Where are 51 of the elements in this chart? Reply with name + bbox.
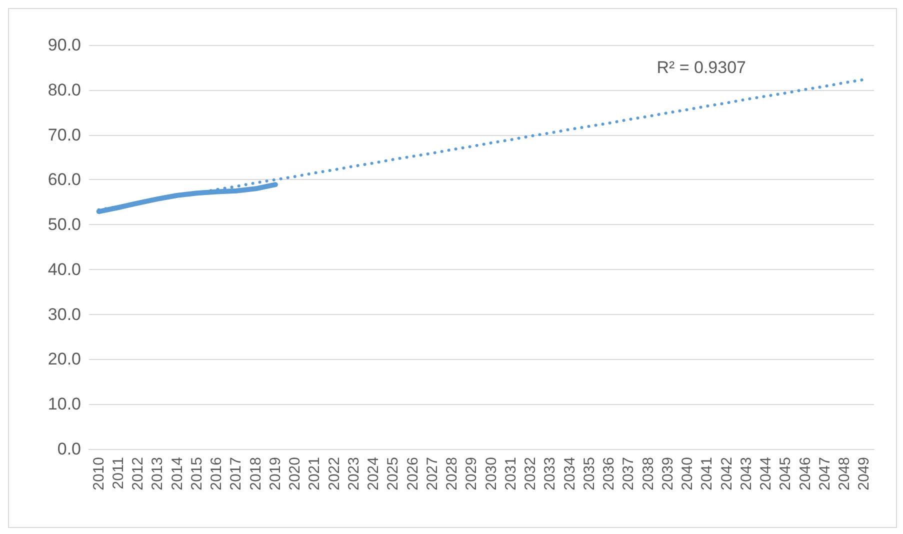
x-tick-label: 2038	[640, 457, 657, 490]
x-tick-label: 2037	[620, 457, 638, 490]
y-tick-label: 40.0	[48, 260, 81, 279]
x-tick-label: 2012	[130, 457, 147, 490]
x-tick-label: 2019	[266, 457, 284, 490]
x-tick-label: 2046	[796, 457, 814, 490]
x-tick-label: 2041	[698, 457, 716, 490]
x-tick-label: 2029	[463, 457, 480, 490]
x-tick-label: 2024	[365, 457, 382, 490]
y-tick-label: 10.0	[48, 394, 81, 414]
x-tick-label: 2017	[228, 457, 245, 490]
x-tick-label: 2049	[856, 457, 873, 490]
x-tick-label: 2044	[758, 457, 775, 490]
x-tick-label: 2018	[247, 457, 264, 490]
x-tick-label: 2043	[738, 457, 755, 490]
y-tick-label: 0.0	[57, 440, 81, 458]
x-tick-label: 2036	[600, 457, 618, 490]
x-tick-label: 2023	[345, 457, 362, 490]
x-tick-label: 2028	[444, 457, 461, 490]
x-tick-label: 2014	[168, 457, 186, 490]
x-tick-label: 2025	[384, 457, 402, 490]
y-tick-label: 30.0	[48, 304, 81, 324]
y-tick-label: 70.0	[48, 125, 81, 144]
x-tick-label: 2030	[482, 457, 500, 490]
x-tick-label: 2045	[777, 457, 794, 490]
x-tick-label: 2027	[424, 457, 441, 490]
x-tick-label: 2021	[306, 457, 324, 490]
x-tick-label: 2042	[718, 457, 736, 490]
x-tick-label: 2015	[188, 457, 206, 490]
annotation: R² = 0.9307	[656, 58, 746, 77]
y-tick-label: 50.0	[48, 215, 81, 234]
x-tick-label: 2040	[679, 457, 696, 490]
x-tick-label: 2035	[580, 457, 598, 490]
x-tick-label: 2011	[110, 457, 127, 490]
y-tick-label: 20.0	[48, 350, 81, 369]
x-tick-label: 2031	[502, 457, 520, 490]
x-tick-label: 2020	[286, 457, 304, 490]
x-tick-label: 2034	[561, 457, 578, 490]
x-tick-label: 2047	[816, 457, 834, 490]
x-tick-label: 2026	[404, 457, 422, 490]
x-tick-label: 2013	[149, 457, 166, 490]
x-tick-label: 2016	[208, 457, 226, 490]
y-tick-label: 80.0	[48, 80, 81, 100]
x-tick-label: 2022	[326, 457, 343, 490]
x-tick-label: 2010	[90, 457, 108, 490]
x-tick-label: 2033	[542, 457, 559, 490]
x-tick-label: 2032	[522, 457, 540, 490]
y-tick-label: 90.0	[48, 36, 81, 54]
x-tick-label: 2048	[836, 457, 854, 490]
y-tick-label: 60.0	[48, 170, 81, 190]
x-tick-label: 2039	[659, 457, 676, 490]
